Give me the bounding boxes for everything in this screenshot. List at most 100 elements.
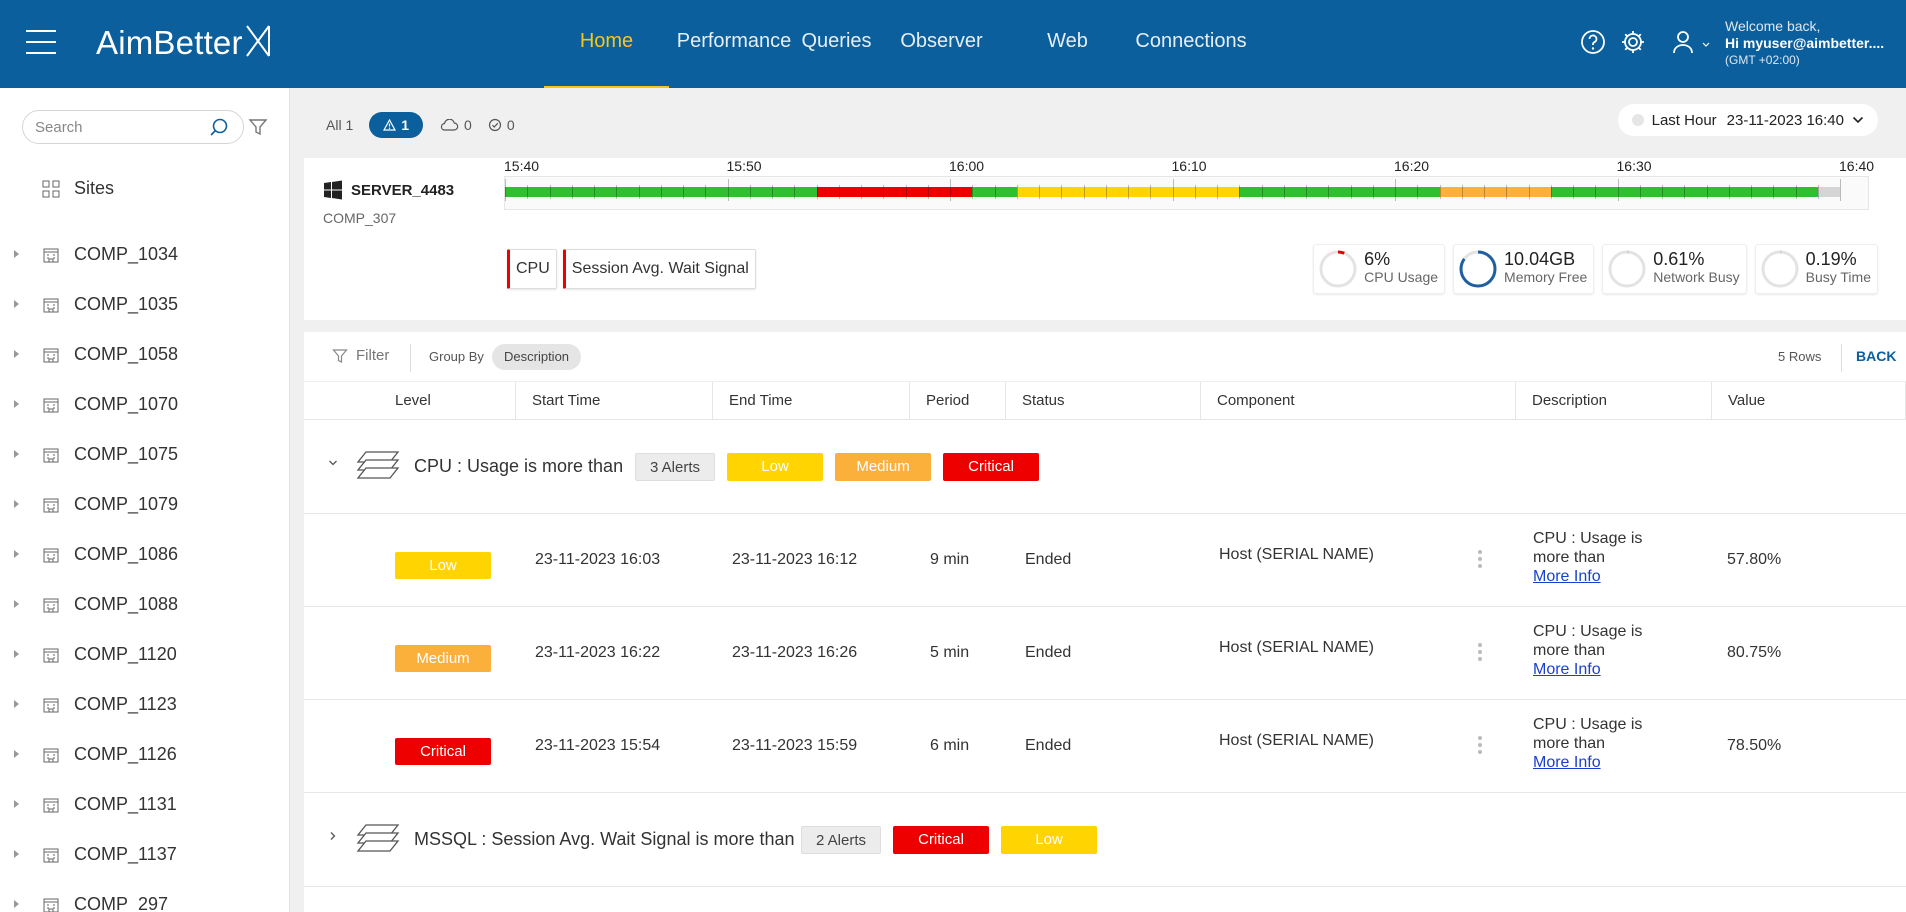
server-name[interactable]: SERVER_4483 [323, 180, 454, 200]
sidebar-item-company[interactable]: COMP_1137 [0, 830, 290, 880]
caret-right-icon[interactable] [14, 500, 19, 508]
nav-connections[interactable]: Connections [1135, 30, 1247, 52]
more-options-icon[interactable] [1477, 550, 1483, 572]
more-info-link[interactable]: More Info [1533, 568, 1601, 585]
filter-button[interactable]: Filter [332, 347, 389, 364]
caret-right-icon[interactable] [14, 700, 19, 708]
user-icon[interactable] [1672, 29, 1694, 55]
more-info-link[interactable]: More Info [1533, 754, 1601, 771]
nav-web[interactable]: Web [1047, 30, 1088, 52]
caret-right-icon[interactable] [14, 650, 19, 658]
more-info-link[interactable]: More Info [1533, 661, 1601, 678]
sidebar-item-company[interactable]: COMP_1126 [0, 730, 290, 780]
filter-icon[interactable] [248, 117, 268, 137]
time-range-select[interactable]: Last Hour 23-11-2023 16:40 [1617, 104, 1878, 136]
search-input[interactable] [22, 110, 244, 144]
chevron-down-icon[interactable] [328, 458, 338, 468]
alert-count-badge: 3 Alerts [635, 453, 716, 481]
timeline-tick [1283, 185, 1285, 199]
sidebar-item-company[interactable]: COMP_1088 [0, 580, 290, 630]
sidebar-item-company[interactable]: COMP_1120 [0, 630, 290, 680]
sidebar-item-company[interactable]: COMP_1086 [0, 530, 290, 580]
tag-session-wait[interactable]: Session Avg. Wait Signal [562, 249, 756, 289]
timeline-segment[interactable] [1817, 187, 1840, 197]
table-row[interactable]: Critical 23-11-2023 15:54 23-11-2023 15:59… [304, 700, 1906, 793]
sidebar-item-company[interactable]: COMP_1035 [0, 280, 290, 330]
sidebar-item-company[interactable]: COMP_1075 [0, 430, 290, 480]
search-icon[interactable] [208, 117, 230, 139]
col-end-time[interactable]: End Time [713, 382, 910, 420]
building-icon [43, 248, 59, 263]
timeline-segment[interactable] [1550, 187, 1818, 197]
timeline-segment[interactable] [1016, 187, 1240, 197]
nav-queries[interactable]: Queries [801, 30, 872, 52]
col-status[interactable]: Status [1006, 382, 1201, 420]
counter-alerts[interactable]: 1 [369, 112, 424, 138]
timeline-tick-label: 15:50 [726, 158, 762, 174]
metric-card[interactable]: 6% CPU Usage [1313, 244, 1446, 294]
col-component[interactable]: Component [1201, 382, 1516, 420]
sidebar-item-company[interactable]: COMP_297 [0, 880, 290, 912]
alert-group-row[interactable]: CPU : Usage is more than 3 Alerts Low Mediu… [304, 420, 1906, 514]
col-period[interactable]: Period [910, 382, 1006, 420]
help-icon[interactable] [1580, 29, 1606, 55]
table-row[interactable]: Low 23-11-2023 16:03 23-11-2023 16:12 9 min… [304, 514, 1906, 607]
metric-card[interactable]: 10.04GB Memory Free [1453, 244, 1595, 294]
nav-observer[interactable]: Observer [900, 30, 983, 52]
timeline-segment[interactable] [816, 187, 973, 197]
timeline[interactable]: 15:40 15:50 16:00 16:10 16:20 16:30 16:40 [504, 158, 1874, 218]
period: 6 min [930, 737, 970, 754]
more-options-icon[interactable] [1477, 736, 1483, 758]
col-start-time[interactable]: Start Time [516, 382, 713, 420]
caret-right-icon[interactable] [14, 550, 19, 558]
back-button[interactable]: BACK [1856, 348, 1897, 364]
time-range-label: Last Hour [1651, 111, 1717, 129]
menu-icon[interactable] [26, 30, 56, 54]
alert-group-row[interactable]: MSSQL : Session Avg. Wait Signal is more… [304, 793, 1906, 887]
sidebar-sites[interactable]: Sites [42, 178, 114, 199]
chevron-down-icon[interactable] [1702, 42, 1710, 48]
caret-right-icon[interactable] [14, 850, 19, 858]
nav-performance[interactable]: Performance [676, 30, 792, 52]
table-row[interactable]: Medium 23-11-2023 16:22 23-11-2023 16:26 5 … [304, 607, 1906, 700]
caret-right-icon[interactable] [14, 400, 19, 408]
sidebar-item-company[interactable]: COMP_1079 [0, 480, 290, 530]
sidebar-item-company[interactable]: COMP_1058 [0, 330, 290, 380]
metrics: 6% CPU Usage 10.04GB Memory Free 0.61% Networ… [1305, 244, 1878, 294]
group-by-chip[interactable]: Description [492, 344, 582, 370]
caret-right-icon[interactable] [14, 750, 19, 758]
col-description[interactable]: Description [1516, 382, 1712, 420]
chevron-right-icon[interactable] [328, 831, 338, 841]
caret-right-icon[interactable] [14, 300, 19, 308]
more-options-icon[interactable] [1477, 643, 1483, 665]
sidebar-item-company[interactable]: COMP_1123 [0, 680, 290, 730]
sidebar-item-company[interactable]: COMP_1034 [0, 230, 290, 280]
user-info[interactable]: Welcome back, Hi myuser@aimbetter.... (G… [1725, 18, 1884, 69]
counter-cloud[interactable]: 0 [439, 117, 472, 133]
sidebar-item-company[interactable]: COMP_1070 [0, 380, 290, 430]
counter-checks[interactable]: 0 [488, 117, 515, 133]
col-level[interactable]: Level [304, 382, 516, 420]
sidebar: Sites COMP_1034COMP_1035COMP_1058COMP_10… [0, 88, 290, 912]
metric-card[interactable]: 0.61% Network Busy [1602, 244, 1747, 294]
nav-home[interactable]: Home [544, 0, 669, 88]
timeline-segment[interactable] [505, 187, 817, 197]
col-value[interactable]: Value [1712, 382, 1906, 420]
timeline-segment[interactable] [1439, 187, 1551, 197]
settings-gear-icon[interactable] [1620, 29, 1646, 55]
caret-right-icon[interactable] [14, 450, 19, 458]
timeline-segment[interactable] [1239, 187, 1440, 197]
caret-right-icon[interactable] [14, 600, 19, 608]
metric-card[interactable]: 0.19% Busy Time [1754, 244, 1878, 294]
tag-cpu[interactable]: CPU [507, 249, 557, 289]
caret-right-icon[interactable] [14, 900, 19, 908]
caret-right-icon[interactable] [14, 350, 19, 358]
timeline-track[interactable] [504, 176, 1869, 210]
caret-right-icon[interactable] [14, 800, 19, 808]
caret-right-icon[interactable] [14, 250, 19, 258]
sidebar-item-company[interactable]: COMP_1131 [0, 780, 290, 830]
counter-all[interactable]: All 1 [326, 117, 353, 133]
timezone: (GMT +02:00) [1725, 53, 1800, 67]
logo[interactable]: AimBetter [96, 24, 271, 66]
timeline-segment[interactable] [972, 187, 1017, 197]
